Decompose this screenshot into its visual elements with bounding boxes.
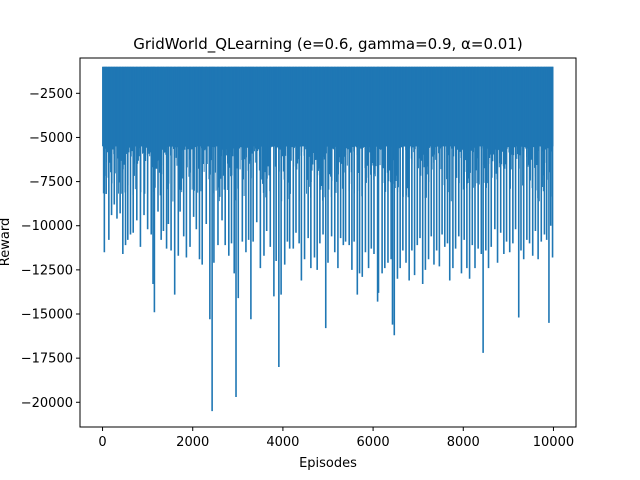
x-tick-label: 4000 xyxy=(266,435,299,450)
plot-frame xyxy=(79,57,577,428)
y-tick-label: −20000 xyxy=(21,396,73,411)
y-tick-label: −7500 xyxy=(29,175,73,190)
series-layer xyxy=(102,66,554,412)
y-axis: −2500 −5000 −7500 −10000 −12500 −15000 −17500 −… xyxy=(21,87,80,411)
y-tick-label: −12500 xyxy=(21,263,73,278)
x-tick-label: 8000 xyxy=(447,435,480,450)
y-tick-label: −5000 xyxy=(29,131,73,146)
x-tick-label: 6000 xyxy=(357,435,390,450)
y-tick-label: −10000 xyxy=(21,219,73,234)
x-tick-label: 10000 xyxy=(533,435,574,450)
plot-area xyxy=(79,57,577,428)
y-tick-label: −2500 xyxy=(29,87,73,102)
y-tick-label: −15000 xyxy=(21,308,73,323)
y-axis-label: Reward xyxy=(0,218,13,266)
x-axis: 0 2000 4000 6000 8000 10000 xyxy=(98,427,574,450)
x-tick-label: 2000 xyxy=(176,435,209,450)
x-tick-label: 0 xyxy=(98,435,106,450)
chart-title: GridWorld_QLearning (e=0.6, gamma=0.9, α… xyxy=(133,35,523,54)
x-axis-label: Episodes xyxy=(299,456,357,471)
y-tick-label: −17500 xyxy=(21,352,73,367)
